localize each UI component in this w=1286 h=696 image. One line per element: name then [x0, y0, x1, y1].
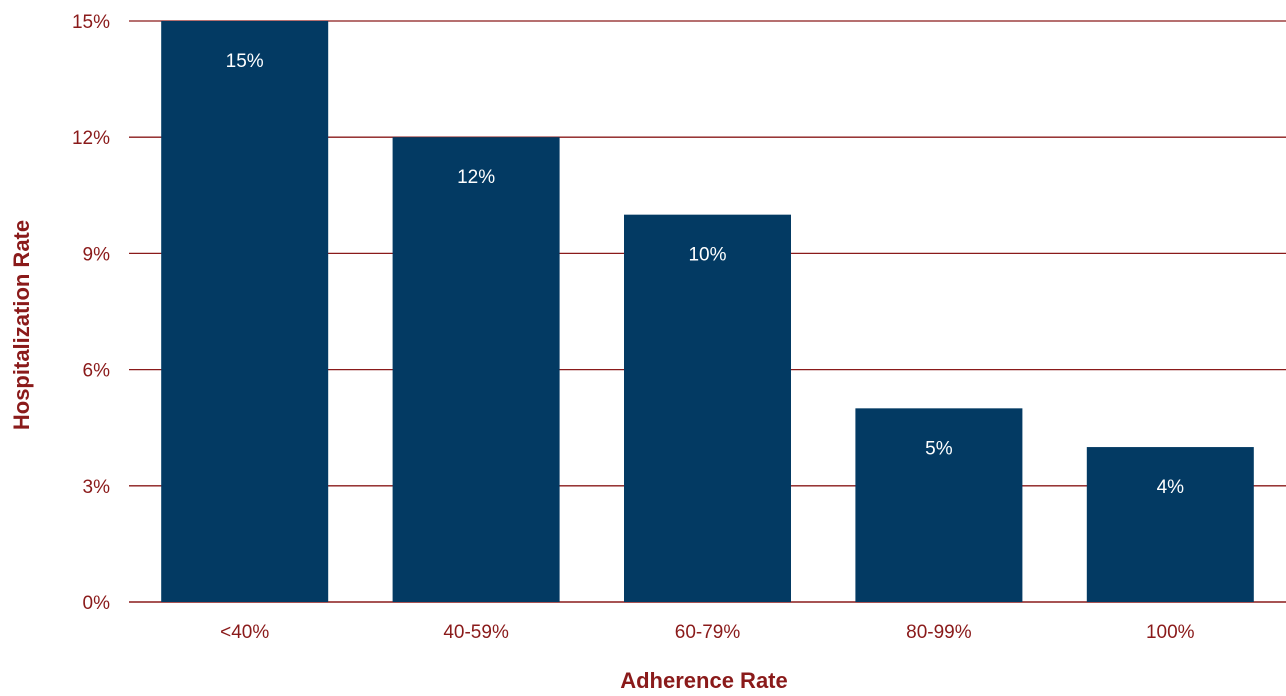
- x-tick-label: 40-59%: [443, 622, 509, 643]
- y-tick-label: 0%: [83, 593, 111, 614]
- bar: [161, 21, 329, 602]
- bar: [1086, 447, 1254, 602]
- bar-data-label: 10%: [688, 245, 726, 266]
- x-tick-label: 80-99%: [906, 622, 972, 643]
- y-tick-label: 6%: [83, 361, 111, 382]
- y-tick-label: 3%: [83, 477, 111, 498]
- y-axis-title: Hospitalization Rate: [9, 220, 34, 430]
- bars: [161, 21, 1254, 602]
- bar: [624, 214, 791, 602]
- bar: [855, 408, 1023, 602]
- y-tick-labels: 0% 3% 6% 9% 12% 15%: [72, 12, 110, 614]
- data-labels: 15% 12% 10% 5% 4%: [226, 51, 1184, 498]
- bar-data-label: 4%: [1157, 477, 1185, 498]
- y-tick-label: 15%: [72, 12, 110, 33]
- x-tick-label: 60-79%: [675, 622, 741, 643]
- y-tick-label: 12%: [72, 128, 110, 149]
- x-tick-labels: <40% 40-59% 60-79% 80-99% 100%: [220, 622, 1195, 643]
- bar-data-label: 15%: [226, 51, 264, 72]
- x-axis-title: Adherence Rate: [620, 668, 788, 693]
- bar-data-label: 5%: [925, 438, 953, 459]
- y-tick-label: 9%: [83, 244, 111, 265]
- bar-data-label: 12%: [457, 167, 495, 188]
- x-tick-label: <40%: [220, 622, 269, 643]
- x-tick-label: 100%: [1146, 622, 1195, 643]
- bar: [392, 137, 560, 602]
